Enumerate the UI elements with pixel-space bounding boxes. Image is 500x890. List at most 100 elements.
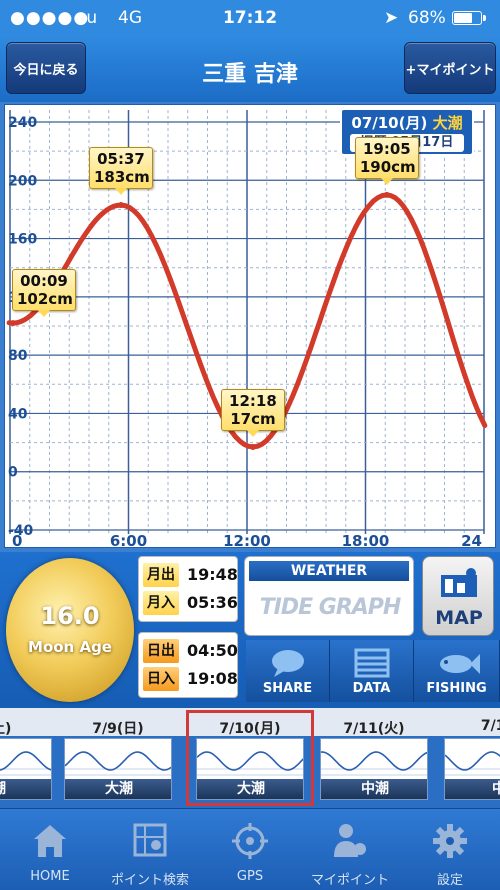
- day-mini-chart: 潮: [0, 738, 52, 800]
- x-tick-label: 18:00: [342, 532, 390, 550]
- y-tick-label: 160: [8, 232, 37, 248]
- weather-title: WEATHER: [249, 561, 409, 581]
- day-mini-chart: 中潮: [320, 738, 428, 800]
- user-pin-icon: [334, 824, 366, 857]
- y-axis-ticks: 24020016012080400-40: [8, 115, 37, 539]
- fishing-label: FISHING: [426, 681, 487, 696]
- tide-type: 大潮: [432, 114, 463, 132]
- moon-age-label: Moon Age: [28, 638, 112, 656]
- mini-tide-wave: [445, 751, 500, 776]
- date-line: 07/10(月) 大潮: [342, 112, 472, 133]
- location-arrow-icon: ➤: [384, 8, 399, 28]
- tab-point-search-label: ポイント検索: [110, 873, 189, 888]
- day-date-label: 7/11(火): [343, 721, 405, 737]
- page-title: 三重 吉津: [202, 62, 298, 87]
- day-tide-label: 大潮: [65, 779, 171, 799]
- tab-home-label: HOME: [30, 869, 70, 884]
- extreme-callout: 00:09 102cm: [12, 269, 76, 318]
- extreme-point: [117, 202, 124, 209]
- tab-point-search[interactable]: ポイント検索: [100, 809, 200, 890]
- back-to-today-button[interactable]: 今日に戻る: [6, 42, 86, 94]
- mini-tide-wave: [65, 751, 171, 776]
- day-card[interactable]: 7/11(火) 中潮: [320, 718, 428, 802]
- carrier-name: au: [76, 8, 98, 28]
- mini-tide-wave: [0, 751, 51, 776]
- crosshair-icon: [232, 823, 268, 859]
- extreme-callout: 05:37 183cm: [88, 147, 153, 196]
- map-search-icon: [133, 823, 167, 857]
- day-date-label: (土): [0, 721, 12, 737]
- day-card[interactable]: 7/9(日) 大潮: [64, 718, 172, 802]
- tab-my-point-label: マイポイント: [310, 873, 389, 888]
- day-mini-chart: 大潮: [196, 738, 304, 800]
- day-date-label: 7/12: [480, 718, 500, 734]
- signal-indicator: ●●●●●: [10, 8, 90, 28]
- share-button[interactable]: SHARE: [246, 640, 330, 702]
- moonrise-label: 月出: [143, 563, 179, 587]
- extreme-point: [9, 320, 16, 327]
- tide-graph-logo: TIDE GRAPH: [259, 595, 402, 620]
- tab-home[interactable]: HOME: [0, 809, 100, 890]
- moonset-time: 05:36: [187, 593, 238, 612]
- x-axis-ticks: 0 6:00 12:00 18:00 24: [12, 532, 482, 550]
- extreme-point: [249, 443, 256, 450]
- y-tick-label: 0: [8, 465, 18, 481]
- tab-settings[interactable]: 設定: [400, 809, 500, 890]
- day-mini-chart: 中: [444, 738, 500, 800]
- extreme-height: 190cm: [359, 157, 416, 176]
- info-panel: 16.0 Moon Age 月出 19:48 月入 05:36 日出 04:50…: [0, 552, 500, 708]
- day-card[interactable]: (土) 潮: [0, 718, 52, 802]
- x-tick-label: 0: [12, 532, 22, 550]
- extreme-callout: 12:18 17cm: [220, 388, 285, 437]
- map-button[interactable]: MAP: [422, 556, 494, 636]
- day-mini-chart: 大潮: [64, 738, 172, 800]
- day-card[interactable]: 7/10(月) 大潮: [196, 718, 304, 802]
- selected-day-highlight: [186, 710, 314, 806]
- map-icon: [441, 568, 477, 597]
- moon-image: 16.0 Moon Age: [6, 558, 134, 702]
- day-tide-label: 中潮: [321, 779, 427, 799]
- extreme-height: 183cm: [93, 168, 150, 187]
- fish-icon: [440, 654, 480, 674]
- sunrise-label: 日出: [143, 639, 179, 663]
- day-tide-label: 大潮: [197, 779, 303, 799]
- moonrise-time: 19:48: [187, 565, 238, 584]
- tab-bar: HOME ポイント検索 GPS マイポイント: [0, 808, 500, 890]
- extreme-time: 19:05: [362, 139, 411, 158]
- extreme-time: 00:09: [20, 272, 68, 291]
- y-tick-label: 80: [8, 348, 28, 364]
- date-strip[interactable]: (土) 潮 7/9(日) 大潮 7/10(月) 大潮 7/11(火) 中潮 7/12 中: [0, 708, 500, 808]
- battery-icon: [452, 11, 486, 25]
- mini-tide-wave: [197, 751, 303, 776]
- moonset-label: 月入: [143, 591, 179, 615]
- day-date-label: 7/9(日): [92, 721, 144, 737]
- y-tick-label: -40: [8, 523, 34, 539]
- weather-button[interactable]: WEATHER TIDE GRAPH: [244, 556, 414, 636]
- home-icon: [34, 825, 66, 857]
- x-tick-label: 6:00: [110, 532, 147, 550]
- status-time: 17:12: [222, 8, 278, 28]
- extreme-time: 05:37: [97, 150, 145, 169]
- moon-age-value: 16.0: [40, 602, 100, 630]
- sunset-time: 19:08: [187, 669, 238, 688]
- x-tick-label: 24: [461, 532, 482, 550]
- speech-bubble-icon: [272, 650, 304, 677]
- tab-my-point[interactable]: マイポイント: [300, 809, 400, 890]
- status-bar: ●●●●● au 4G 17:12 ➤ 68%: [0, 0, 500, 36]
- day-tide-label: 潮: [0, 779, 51, 799]
- x-tick-label: 12:00: [223, 532, 271, 550]
- gear-icon: [433, 824, 467, 858]
- y-tick-label: 40: [8, 406, 28, 422]
- extreme-point: [383, 191, 390, 198]
- y-tick-label: 200: [8, 173, 37, 189]
- sun-times-box: 日出 04:50 日入 19:08: [138, 632, 238, 698]
- tab-settings-label: 設定: [436, 873, 463, 888]
- add-my-point-button[interactable]: +マイポイント: [404, 42, 496, 94]
- tab-gps[interactable]: GPS: [200, 809, 300, 890]
- extreme-markers: [9, 191, 390, 450]
- fishing-button[interactable]: FISHING: [414, 640, 500, 702]
- data-button[interactable]: DATA: [330, 640, 414, 702]
- day-card[interactable]: 7/12 中: [444, 718, 500, 802]
